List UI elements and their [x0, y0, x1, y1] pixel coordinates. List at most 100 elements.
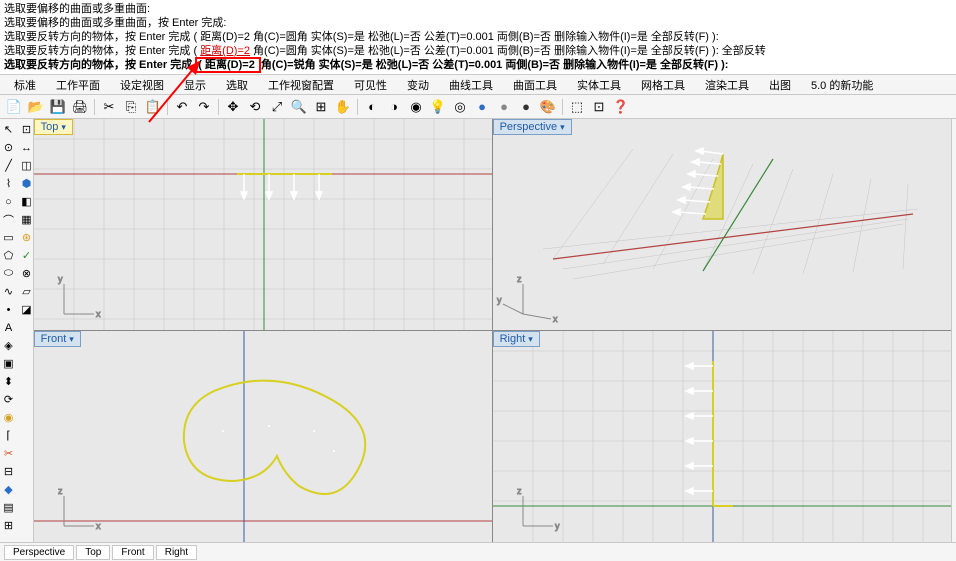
- tool-f-icon[interactable]: ⊡: [589, 98, 609, 116]
- fillet-icon[interactable]: ⌈: [0, 427, 17, 444]
- zoom-icon[interactable]: 🔍: [289, 98, 309, 116]
- line-icon[interactable]: ╱: [0, 157, 17, 174]
- menu-standard[interactable]: 标准: [4, 75, 46, 95]
- viewport-right-title[interactable]: Right▾: [493, 331, 540, 347]
- viewport-perspective[interactable]: Perspective▾: [493, 119, 951, 330]
- tool-h-icon[interactable]: ▤: [0, 499, 17, 516]
- copy-icon[interactable]: ⎘: [121, 98, 141, 116]
- tool-c-icon[interactable]: ◉: [406, 98, 426, 116]
- cmd-line-5-prompt[interactable]: 选取要反转方向的物体，按 Enter 完成 ( 距离(D)=2 角(C)=锐角 …: [4, 58, 952, 72]
- menu-solid[interactable]: 实体工具: [567, 75, 631, 95]
- solid-icon[interactable]: ▣: [0, 355, 17, 372]
- cmd5-boxed[interactable]: ( 距离(D)=2: [195, 57, 261, 73]
- polygon-icon[interactable]: ⬠: [0, 247, 17, 264]
- viewport-front[interactable]: Front▾ zx: [34, 331, 492, 542]
- viewport-top[interactable]: Top▾ yx: [34, 119, 492, 330]
- menu-viewport[interactable]: 工作视窗配置: [258, 75, 344, 95]
- viewport-top-title[interactable]: Top▾: [34, 119, 73, 135]
- extrude-icon[interactable]: ⬍: [0, 373, 17, 390]
- tool-b-icon[interactable]: ◑: [384, 98, 404, 116]
- print-icon[interactable]: 🖨: [70, 98, 90, 116]
- menu-surface[interactable]: 曲面工具: [503, 75, 567, 95]
- redo-icon[interactable]: ↷: [194, 98, 214, 116]
- text-icon[interactable]: A: [0, 319, 17, 336]
- viewport-persp-title[interactable]: Perspective▾: [493, 119, 572, 135]
- tab-top[interactable]: Top: [76, 545, 110, 560]
- point-icon[interactable]: •: [0, 301, 17, 318]
- help-icon[interactable]: ❓: [611, 98, 631, 116]
- right-panel[interactable]: [951, 119, 956, 542]
- viewport-front-title[interactable]: Front▾: [34, 331, 81, 347]
- cmd5-rest: 角(C)=锐角 实体(S)=是 松弛(L)=否 公差(T)=0.001 両側(B…: [261, 59, 729, 71]
- menu-display[interactable]: 显示: [174, 75, 216, 95]
- menu-select[interactable]: 选取: [216, 75, 258, 95]
- tool-s-icon[interactable]: ◪: [18, 301, 35, 318]
- tool-e-icon[interactable]: ⬚: [567, 98, 587, 116]
- rect-icon[interactable]: ▭: [0, 229, 17, 246]
- tool-a-icon[interactable]: ◐: [362, 98, 382, 116]
- boolean-icon[interactable]: ◉: [0, 409, 17, 426]
- menu-mesh[interactable]: 网格工具: [631, 75, 695, 95]
- surf-icon[interactable]: ◈: [0, 337, 17, 354]
- tab-front[interactable]: Front: [112, 545, 153, 560]
- dropdown-icon[interactable]: ▾: [528, 334, 533, 344]
- arc-icon[interactable]: ⌒: [0, 211, 17, 228]
- tool-j-icon[interactable]: ⊡: [18, 121, 35, 138]
- move-icon[interactable]: ✥: [223, 98, 243, 116]
- menu-transform[interactable]: 变动: [397, 75, 439, 95]
- menu-render[interactable]: 渲染工具: [695, 75, 759, 95]
- light-icon[interactable]: 💡: [428, 98, 448, 116]
- dropdown-icon[interactable]: ▾: [560, 122, 565, 132]
- menu-curve[interactable]: 曲线工具: [439, 75, 503, 95]
- ellipse-icon[interactable]: ⬭: [0, 265, 17, 282]
- menu-drafting[interactable]: 出图: [759, 75, 801, 95]
- tool-n-icon[interactable]: ▦: [18, 211, 35, 228]
- rotate-icon[interactable]: ⟲: [245, 98, 265, 116]
- menu-setview[interactable]: 设定视图: [110, 75, 174, 95]
- tool-p-icon[interactable]: ✓: [18, 247, 35, 264]
- lasso-icon[interactable]: ⊙: [0, 139, 17, 156]
- pan-icon[interactable]: ✋: [333, 98, 353, 116]
- dropdown-icon[interactable]: ▾: [69, 334, 74, 344]
- menu-cplane[interactable]: 工作平面: [46, 75, 110, 95]
- sphere-k-icon[interactable]: ●: [516, 98, 536, 116]
- curve-icon[interactable]: ∿: [0, 283, 17, 300]
- tool-q-icon[interactable]: ⊗: [18, 265, 35, 282]
- tool-l-icon[interactable]: ⬢: [18, 175, 35, 192]
- menu-newin5[interactable]: 5.0 的新功能: [801, 75, 883, 95]
- pointer-icon[interactable]: ↖: [0, 121, 17, 138]
- vp-right-label: Right: [500, 333, 526, 345]
- tool-r-icon[interactable]: ▱: [18, 283, 35, 300]
- trim-icon[interactable]: ✂: [0, 445, 17, 462]
- tool-m-icon[interactable]: ◧: [18, 193, 35, 210]
- cut-icon[interactable]: ✂: [99, 98, 119, 116]
- dim-icon[interactable]: ↔: [18, 139, 35, 156]
- svg-text:z: z: [58, 486, 63, 496]
- revolve-icon[interactable]: ⟳: [0, 391, 17, 408]
- svg-text:x: x: [553, 314, 558, 324]
- tool-i-icon[interactable]: ⊞: [0, 517, 17, 534]
- tab-right[interactable]: Right: [156, 545, 197, 560]
- tool-g-icon[interactable]: ◆: [0, 481, 17, 498]
- menu-visibility[interactable]: 可见性: [344, 75, 397, 95]
- undo-icon[interactable]: ↶: [172, 98, 192, 116]
- paste-icon[interactable]: 📋: [143, 98, 163, 116]
- sphere-b-icon[interactable]: ●: [472, 98, 492, 116]
- tool-o-icon[interactable]: ⊛: [18, 229, 35, 246]
- save-icon[interactable]: 💾: [48, 98, 68, 116]
- tool-k-icon[interactable]: ◫: [18, 157, 35, 174]
- render-icon[interactable]: 🎨: [538, 98, 558, 116]
- circle-icon[interactable]: ○: [0, 193, 17, 210]
- zoomext-icon[interactable]: ⊞: [311, 98, 331, 116]
- tab-perspective[interactable]: Perspective: [4, 545, 74, 560]
- split-icon[interactable]: ⊟: [0, 463, 17, 480]
- scale-icon[interactable]: ⤢: [267, 98, 287, 116]
- dropdown-icon[interactable]: ▾: [61, 122, 66, 132]
- cmd4-prefix: 选取要反转方向的物体，按 Enter 完成 (: [4, 45, 200, 57]
- polyline-icon[interactable]: ⌇: [0, 175, 17, 192]
- tool-d-icon[interactable]: ◎: [450, 98, 470, 116]
- open-icon[interactable]: 📂: [26, 98, 46, 116]
- sphere-g-icon[interactable]: ●: [494, 98, 514, 116]
- new-icon[interactable]: 📄: [4, 98, 24, 116]
- viewport-right[interactable]: Right▾: [493, 331, 951, 542]
